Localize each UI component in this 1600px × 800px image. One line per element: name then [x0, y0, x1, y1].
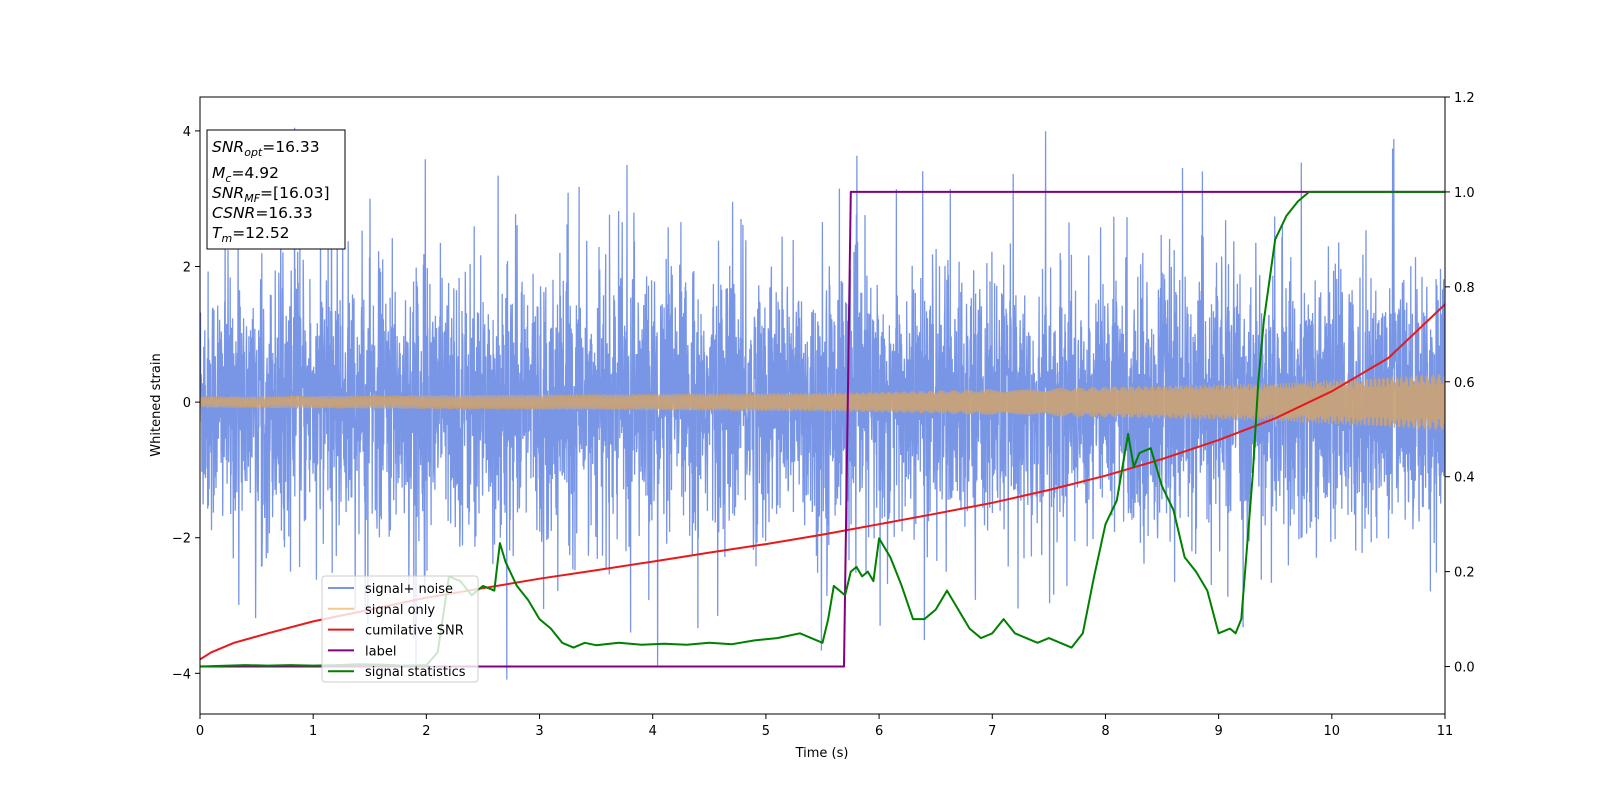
legend-label: signal statistics	[365, 665, 466, 680]
legend: signal+ noise signal only cumilative SNR la…	[321, 575, 479, 683]
series-line-signal-only	[200, 373, 1445, 431]
y-left-tick-label: 2	[183, 261, 191, 276]
series-line-label	[200, 190, 1445, 668]
series-line-cumilative-snr	[200, 303, 1445, 661]
left-y-axis: 4 2 0 −2 −4	[172, 125, 200, 682]
legend-label: cumilative SNR	[365, 624, 464, 639]
annotation-box: SNRopt=16.33 Mc=4.92 SNRMF=[16.03] CSNR=…	[206, 129, 346, 250]
annotation-tm: Tm=12.52	[212, 224, 290, 245]
y-left-tick-label: 0	[183, 396, 191, 411]
series-line-signal-noise	[200, 127, 1445, 680]
x-tick-label: 6	[875, 724, 883, 739]
x-tick-label: 3	[535, 724, 543, 739]
y-right-tick-label: 0.6	[1454, 376, 1475, 391]
series-layer	[200, 127, 1445, 680]
y-right-tick-label: 0.4	[1454, 471, 1475, 486]
y-axis-label: Whitened strain	[149, 353, 164, 456]
legend-label: signal only	[365, 603, 435, 618]
annotation-mc: Mc=4.92	[212, 164, 279, 185]
x-tick-label: 8	[1101, 724, 1109, 739]
series-line-signal-statistics	[200, 190, 1445, 668]
legend-label: label	[365, 644, 396, 659]
x-tick-label: 2	[422, 724, 430, 739]
y-right-tick-label: 0.2	[1454, 566, 1475, 581]
legend-frame	[321, 575, 479, 683]
y-right-tick-label: 1.2	[1454, 91, 1475, 106]
annotation-snr-opt: SNRopt=16.33	[212, 138, 320, 159]
plot-frame	[199, 96, 1446, 715]
y-left-tick-label: −4	[172, 667, 191, 682]
legend-label: signal+ noise	[365, 582, 453, 597]
x-tick-label: 9	[1214, 724, 1222, 739]
x-axis-label: Time (s)	[795, 746, 849, 761]
right-y-axis: 1.2 1.0 0.8 0.6 0.4 0.2 0.0	[1445, 91, 1475, 676]
y-right-tick-label: 0.8	[1454, 281, 1475, 296]
x-tick-label: 4	[649, 724, 657, 739]
y-right-tick-label: 0.0	[1454, 661, 1475, 676]
x-tick-label: 7	[988, 724, 996, 739]
x-tick-label: 1	[309, 724, 317, 739]
y-left-tick-label: 4	[183, 125, 191, 140]
x-tick-label: 10	[1324, 724, 1341, 739]
x-tick-label: 5	[762, 724, 770, 739]
x-tick-label: 0	[196, 724, 204, 739]
annotation-frame	[206, 129, 346, 250]
annotation-csnr: CSNR=16.33	[212, 204, 313, 222]
x-axis: 0 1 2 3 4 5 6 7 8 9 10 11	[196, 714, 1453, 739]
y-right-tick-label: 1.0	[1454, 186, 1475, 201]
annotation-snr-mf: SNRMF=[16.03]	[212, 184, 330, 205]
y-left-tick-label: −2	[172, 532, 191, 547]
x-tick-label: 11	[1437, 724, 1454, 739]
